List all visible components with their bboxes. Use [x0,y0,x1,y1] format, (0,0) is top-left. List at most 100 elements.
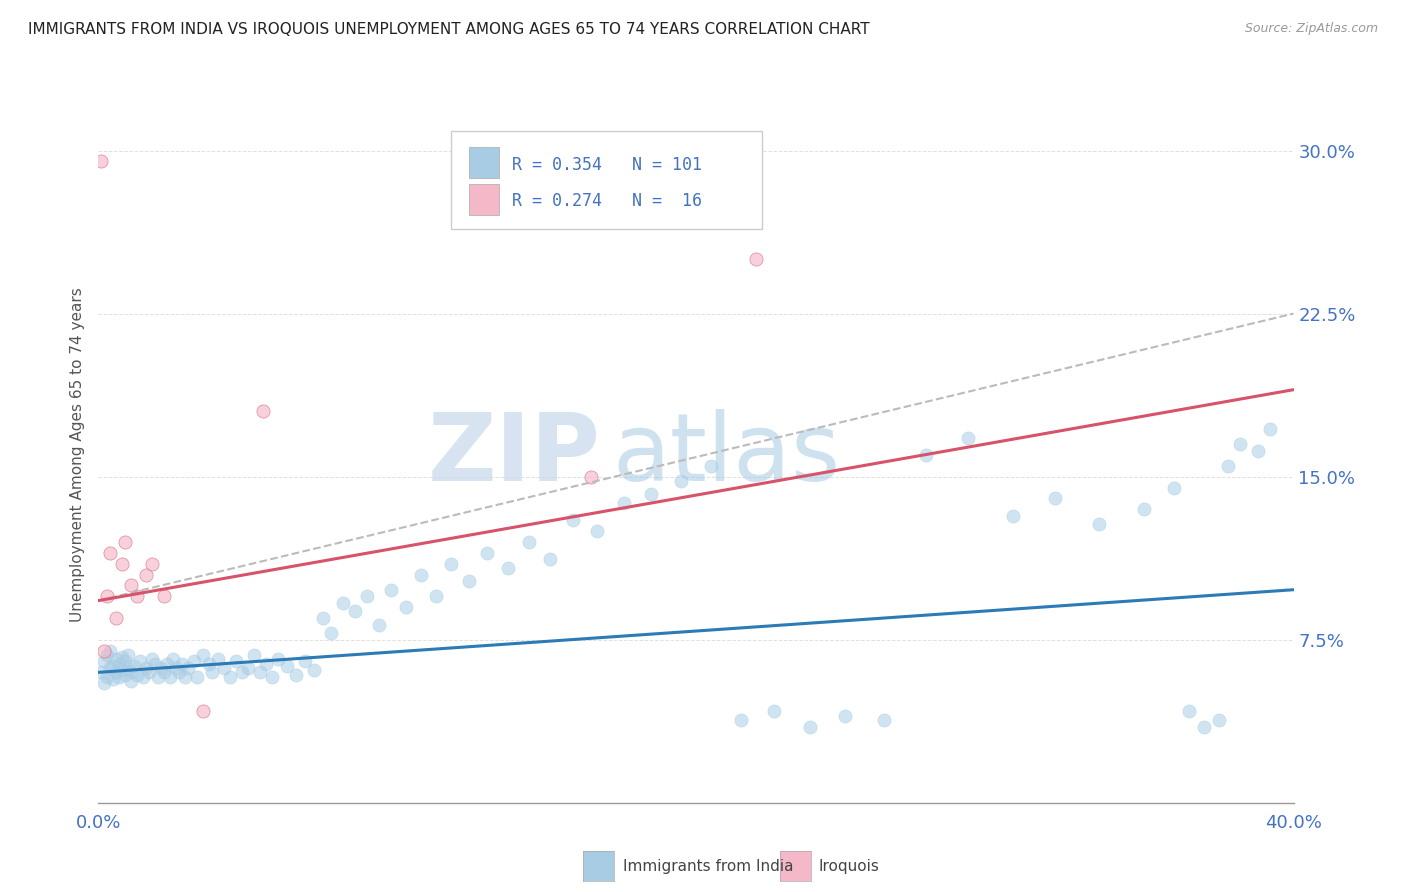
Point [143,657,166,671]
Point [332,596,354,610]
Point [90,665,112,680]
Point [302,663,325,677]
Point [212,661,235,675]
Point [873,713,896,727]
Point [586,524,609,538]
Point [114,535,136,549]
Point [153,589,176,603]
Point [141,652,163,666]
Point [138,665,160,680]
Y-axis label: Unemployment Among Ages 65 to 74 years: Unemployment Among Ages 65 to 74 years [69,287,84,623]
Point [1229,437,1251,451]
Point [956,431,979,445]
Point [475,546,498,560]
Point [124,658,146,673]
Point [496,561,519,575]
Point [344,605,367,619]
Point [254,657,277,671]
Point [260,670,283,684]
Point [150,661,173,675]
Point [669,474,692,488]
FancyBboxPatch shape [470,185,499,215]
Point [249,665,271,680]
Point [162,652,184,666]
Point [395,600,418,615]
Point [562,513,585,527]
Point [1163,481,1185,495]
Point [198,657,221,671]
Point [108,670,131,684]
Point [191,705,214,719]
Point [165,661,187,675]
Point [311,611,333,625]
Point [96,648,118,662]
Point [581,469,603,483]
Point [411,567,433,582]
Point [1192,720,1215,734]
Text: Source: ZipAtlas.com: Source: ZipAtlas.com [1244,22,1378,36]
Point [135,567,157,582]
Point [177,661,200,675]
Point [236,661,259,675]
Point [1216,458,1239,473]
Point [321,626,343,640]
Text: atlas: atlas [612,409,841,501]
Point [380,582,402,597]
Point [172,657,194,671]
Point [132,670,155,684]
Point [915,448,938,462]
Point [517,535,540,549]
Point [252,404,274,418]
Point [440,557,463,571]
Point [356,589,378,603]
Point [368,617,391,632]
Text: IMMIGRANTS FROM INDIA VS IROQUOIS UNEMPLOYMENT AMONG AGES 65 TO 74 YEARS CORRELA: IMMIGRANTS FROM INDIA VS IROQUOIS UNEMPL… [28,22,870,37]
Point [111,557,134,571]
Point [90,154,112,169]
Point [1088,517,1111,532]
Point [114,655,136,669]
Point [141,557,163,571]
Point [183,655,205,669]
Text: R = 0.274   N =  16: R = 0.274 N = 16 [512,192,702,210]
Point [105,665,128,680]
Point [156,657,179,671]
Point [120,665,142,680]
Point [1178,705,1201,719]
Point [120,578,142,592]
Point [1258,422,1281,436]
Point [1043,491,1066,506]
Point [111,650,134,665]
Point [120,674,142,689]
Text: R = 0.354   N = 101: R = 0.354 N = 101 [512,156,702,174]
Point [640,487,662,501]
Point [1208,713,1230,727]
Point [117,661,139,675]
Point [207,652,229,666]
FancyBboxPatch shape [451,131,762,229]
Point [219,670,242,684]
Point [111,663,134,677]
Point [93,676,115,690]
Point [114,667,136,681]
Point [538,552,561,566]
Point [174,670,197,684]
Point [186,670,208,684]
Point [117,648,139,662]
Point [1001,508,1024,523]
Text: Iroquois: Iroquois [818,859,879,873]
Point [96,589,118,603]
Point [730,713,752,727]
Point [201,665,224,680]
Point [276,658,298,673]
Point [613,496,636,510]
Point [294,655,316,669]
Point [135,661,157,675]
Point [127,667,149,681]
Point [425,589,447,603]
Point [225,655,247,669]
FancyBboxPatch shape [470,147,499,178]
Point [105,652,128,666]
Point [98,643,122,657]
Point [96,670,118,684]
